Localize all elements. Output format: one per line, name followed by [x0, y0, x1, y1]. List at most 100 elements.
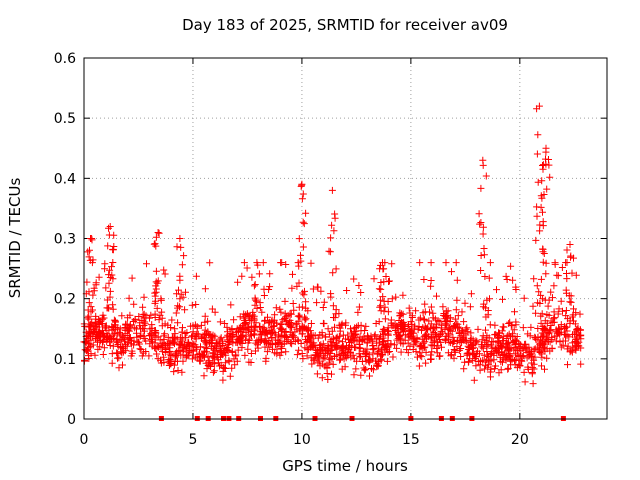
data-point [89, 291, 97, 299]
data-point [172, 349, 180, 357]
data-point [529, 380, 537, 388]
spike-point [545, 161, 553, 169]
data-point [126, 322, 134, 330]
data-point [92, 312, 100, 320]
data-point [450, 338, 457, 346]
data-point [87, 329, 95, 337]
data-point [276, 324, 284, 332]
data-point [201, 285, 209, 293]
data-point [453, 276, 461, 284]
data-point [216, 347, 224, 355]
data-point [427, 259, 435, 267]
data-point [143, 260, 150, 268]
spike-point [302, 298, 310, 306]
data-point [148, 321, 156, 329]
data-point [222, 351, 230, 359]
data-point [243, 264, 251, 272]
data-point [169, 333, 177, 341]
spike-point [543, 185, 551, 193]
data-point [313, 299, 321, 307]
spike-point [566, 298, 574, 306]
spike-point [295, 262, 303, 270]
data-point [281, 310, 289, 318]
data-point [474, 358, 482, 365]
data-point [290, 332, 297, 340]
data-point [380, 337, 388, 345]
spike-point [153, 304, 161, 312]
data-point [106, 342, 114, 349]
data-point [204, 317, 212, 325]
data-point [507, 321, 515, 329]
plot-frame [83, 57, 608, 420]
y-tick-label: 0.4 [54, 171, 76, 187]
data-point [197, 343, 204, 351]
data-point [555, 329, 562, 337]
data-point [535, 346, 543, 354]
spike-point [542, 270, 550, 278]
data-point [472, 353, 480, 361]
data-point [387, 319, 395, 327]
spike-point [539, 208, 546, 216]
data-point [120, 337, 128, 345]
spike-point [89, 306, 96, 314]
data-point [437, 324, 445, 332]
data-point [94, 338, 101, 346]
spike-point [105, 224, 112, 232]
spike-point [173, 243, 181, 251]
data-point [123, 342, 131, 350]
spike-point [545, 296, 553, 304]
data-point [404, 349, 412, 357]
data-point [487, 350, 495, 358]
data-point [211, 308, 219, 316]
data-point [505, 330, 513, 338]
data-point [256, 299, 264, 307]
data-point [530, 275, 538, 283]
data-point [125, 327, 133, 335]
spike-point [482, 313, 490, 321]
data-point [492, 330, 500, 338]
spike-point [479, 223, 487, 231]
data-point [110, 316, 118, 324]
data-point [450, 354, 458, 362]
spike-point [174, 302, 182, 310]
data-point [439, 329, 447, 337]
data-point [516, 362, 524, 370]
data-point [479, 344, 487, 352]
spike-point [476, 220, 484, 228]
data-point [357, 289, 365, 296]
data-point [454, 312, 462, 320]
data-point [136, 322, 144, 330]
data-point [173, 348, 181, 356]
data-point [350, 328, 358, 336]
data-point [229, 330, 237, 338]
data-point [333, 333, 341, 341]
data-point [409, 346, 417, 353]
data-point [349, 336, 357, 344]
spike-peak-point [106, 223, 114, 230]
data-point [410, 341, 418, 349]
data-point [396, 312, 404, 320]
data-point [181, 330, 189, 337]
data-point [486, 368, 494, 376]
data-point [425, 317, 433, 325]
data-point [295, 317, 303, 325]
data-point [440, 310, 448, 317]
spike-point [539, 218, 547, 226]
data-point [510, 326, 518, 334]
data-point [197, 352, 205, 360]
data-point [441, 325, 449, 333]
data-point [520, 368, 528, 376]
data-point [541, 345, 548, 353]
data-point [528, 353, 536, 361]
data-point [532, 309, 540, 317]
data-point [232, 351, 240, 359]
spike-point [109, 259, 117, 266]
data-point [182, 353, 190, 361]
data-point [321, 344, 329, 352]
data-point [564, 342, 572, 350]
spike-point [479, 230, 487, 238]
data-point [236, 334, 244, 342]
data-point [250, 282, 258, 290]
data-point [333, 343, 341, 351]
